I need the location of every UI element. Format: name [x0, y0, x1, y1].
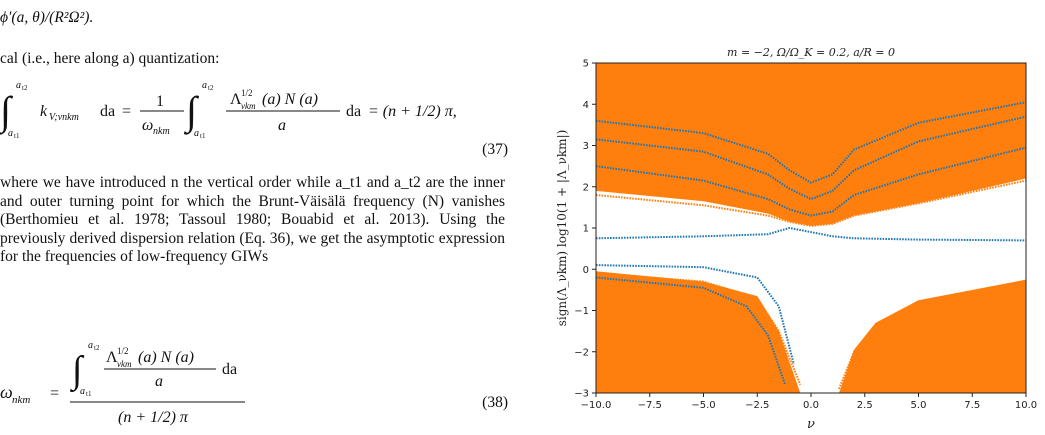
- eq37-lambda: Λ: [230, 91, 242, 108]
- series-2: [595, 146, 1027, 217]
- y-ticks: −3 −2 −1 0 1 2 3 4 5: [574, 59, 596, 400]
- eq38-omega-sub: nkm: [12, 394, 30, 406]
- eq37-k: k: [40, 103, 48, 120]
- series-1: [595, 179, 1027, 227]
- paper-text-column: ϕ′(a, θ)/(R²Ω²). cal (i.e., here along a…: [0, 0, 510, 435]
- svg-text:t1: t1: [200, 132, 206, 140]
- chart-title: m = −2, Ω/Ω_K = 0.2, a/R = 0: [727, 46, 895, 59]
- integral-sign-2: ∫: [183, 88, 200, 135]
- eq37-equals: =: [122, 103, 131, 120]
- svg-text:t2: t2: [94, 344, 100, 352]
- svg-text:(a) N (a): (a) N (a): [138, 349, 194, 366]
- x-tick-label: 10.0: [1015, 400, 1037, 411]
- eq37-lower: a: [8, 128, 13, 139]
- y-tick-label: −3: [574, 389, 589, 400]
- svg-text:a: a: [88, 340, 93, 351]
- eq37-rhs: = (n + 1/2) π,: [368, 103, 457, 120]
- x-tick-label: −7.5: [638, 400, 662, 411]
- series-3: [595, 128, 1027, 209]
- y-tick-label: 0: [583, 265, 589, 276]
- intro-line: cal (i.e., here along a) quantization:: [0, 50, 220, 67]
- x-tick-label: 7.5: [964, 400, 980, 411]
- eq37-num-rest: (a) N (a): [262, 91, 318, 108]
- x-tick-label: 0.0: [803, 400, 819, 411]
- y-tick-label: 3: [583, 141, 589, 152]
- y-tick-label: 5: [583, 59, 589, 70]
- plot-white-gap: [596, 178, 1026, 393]
- svg-text:da: da: [222, 361, 237, 378]
- integral-sign: ∫: [0, 88, 14, 135]
- eq37-da: da: [100, 103, 115, 120]
- y-tick-label: 4: [583, 100, 589, 111]
- svg-text:a: a: [155, 373, 163, 390]
- eq37-da-2: da: [346, 103, 361, 120]
- plot-area: [595, 62, 1027, 394]
- eq37-number: (37): [482, 141, 508, 158]
- y-tick-label: −2: [574, 347, 589, 358]
- eq38-omega: ω: [0, 382, 13, 402]
- x-tick-label: −5.0: [691, 400, 715, 411]
- eq38-equals: =: [50, 385, 59, 402]
- series-layer: [595, 101, 1027, 392]
- top-formula: ϕ′(a, θ)/(R²Ω²).: [0, 9, 94, 26]
- y-axis-label: sign(Λ_νkm) log10(1 + |Λ_νkm|): [555, 130, 569, 327]
- svg-text:νkm: νkm: [117, 359, 132, 369]
- eq37-lambda-pow: 1/2: [241, 88, 253, 98]
- svg-text:a: a: [80, 386, 85, 397]
- y-tick-label: 2: [583, 182, 589, 193]
- eq38-den: (n + 1/2) π: [118, 409, 189, 426]
- y-tick-label: −1: [574, 306, 589, 317]
- eq37-coef-den-sub: nkm: [153, 126, 170, 137]
- eq38-lambda: Λ: [106, 349, 118, 366]
- eq38-number: (38): [482, 394, 508, 411]
- svg-text:a: a: [202, 80, 207, 91]
- series-8: [595, 272, 802, 386]
- series-10: [838, 280, 1027, 390]
- equation-38: ω nkm = ∫ a t2 a t1 Λ 1/2 νkm (a) N (a) …: [0, 340, 245, 426]
- eq37-lower-sub: t1: [14, 132, 20, 140]
- svg-text:t1: t1: [86, 390, 92, 398]
- eq37-lambda-sub: νkm: [241, 101, 256, 111]
- series-4: [595, 115, 1027, 201]
- x-tick-label: 5.0: [911, 400, 927, 411]
- eq37-coef-den: ω: [142, 117, 153, 134]
- equation-37: ∫ a t2 a t1 k V;νnkm da = 1 ω nkm ∫ a t2…: [0, 80, 457, 140]
- integral-sign-3: ∫: [70, 349, 85, 393]
- svg-text:1/2: 1/2: [117, 346, 129, 356]
- eq37-upper: a: [16, 80, 21, 91]
- eq37-upper-sub: t2: [22, 84, 28, 92]
- x-tick-label: −2.5: [745, 400, 769, 411]
- eq37-k-sub: V;νnkm: [49, 112, 79, 123]
- y-tick-label: 1: [583, 224, 589, 235]
- svg-text:t2: t2: [208, 84, 214, 92]
- series-6: [595, 101, 1027, 184]
- series-11: [844, 288, 1027, 392]
- x-tick-label: 2.5: [857, 400, 873, 411]
- series-5: [595, 107, 1027, 193]
- x-axis-label: ν: [807, 417, 815, 432]
- series-9: [595, 276, 787, 386]
- body-paragraph: where we have introduced n the vertical …: [0, 174, 505, 265]
- svg-text:a: a: [194, 128, 199, 139]
- eq37-coef-num: 1: [156, 93, 164, 110]
- eq37-frac-den: a: [278, 117, 286, 134]
- series-0: [595, 226, 1027, 242]
- x-ticks: −10.0 −7.5 −5.0 −2.5 0.0 2.5 5.0 7.5 10.0: [581, 393, 1037, 411]
- x-tick-label: −10.0: [581, 400, 612, 411]
